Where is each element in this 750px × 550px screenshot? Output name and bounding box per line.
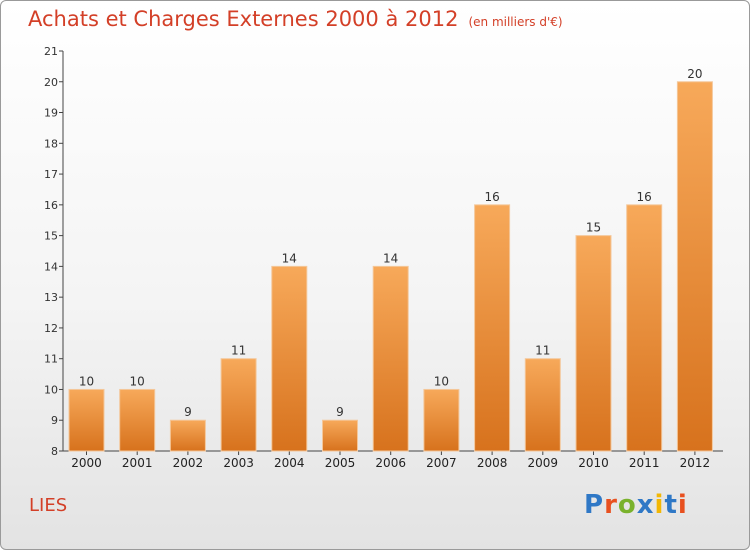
y-tick-label: 14: [44, 260, 58, 273]
bar-2007: [423, 388, 460, 452]
x-tick-label-2011: 2011: [629, 456, 660, 470]
x-tick-label-2001: 2001: [122, 456, 153, 470]
chart-title: Achats et Charges Externes 2000 à 2012 (e…: [28, 7, 563, 31]
data-label-2012: 20: [687, 67, 702, 81]
y-tick-label: 16: [44, 199, 58, 212]
x-tick-label-2008: 2008: [477, 456, 508, 470]
logo-letter: t: [664, 490, 678, 520]
y-tick-label: 12: [44, 322, 58, 335]
data-label-2009: 11: [535, 344, 550, 358]
y-tick-label: 20: [44, 76, 58, 89]
x-tick-label-2005: 2005: [325, 456, 356, 470]
data-label-2003: 11: [231, 344, 246, 358]
data-label-2002: 9: [184, 405, 192, 419]
data-label-2010: 15: [586, 221, 601, 235]
chart-title-text: Achats et Charges Externes 2000 à 2012: [28, 7, 459, 31]
y-tick-label: 8: [51, 445, 58, 458]
y-tick-label: 13: [44, 291, 58, 304]
data-label-2005: 9: [336, 405, 344, 419]
bar-2002: [169, 419, 206, 452]
bar-2011: [626, 204, 663, 452]
bar-2010: [575, 235, 612, 452]
data-label-2000: 10: [79, 374, 94, 388]
y-tick-label: 17: [44, 168, 58, 181]
bar-2005: [322, 419, 358, 452]
data-label-2006: 14: [383, 251, 398, 265]
logo-letter: i: [677, 490, 688, 520]
commune-name: LIES: [29, 495, 68, 516]
bar-2008: [474, 204, 511, 452]
x-tick-label-2010: 2010: [578, 456, 609, 470]
logo-letter: r: [604, 490, 618, 520]
proxiti-logo: Proxiti: [584, 490, 688, 520]
x-tick-label-2004: 2004: [274, 456, 305, 470]
logo-letter: i: [654, 490, 665, 520]
logo-letter: x: [636, 490, 655, 520]
logo-letter: o: [617, 490, 637, 520]
bars-group: [68, 81, 713, 452]
y-tick-label: 9: [51, 414, 58, 427]
bar-2003: [220, 358, 257, 452]
y-tick-label: 21: [44, 45, 58, 58]
data-label-2007: 10: [434, 374, 449, 388]
y-tick-label: 18: [44, 137, 58, 150]
bar-2012: [676, 81, 713, 452]
bar-2009: [524, 358, 561, 452]
axes: 8 9 10 11 12 13 14 15 16 17 18 19 20 21 2000 2001 2002 20…: [44, 45, 723, 470]
data-label-2001: 10: [130, 374, 145, 388]
bar-2004: [271, 265, 308, 452]
y-tick-label: 15: [44, 230, 58, 243]
data-label-2004: 14: [282, 251, 297, 265]
y-tick-label: 11: [44, 353, 58, 366]
x-tick-label-2006: 2006: [375, 456, 406, 470]
bar-2001: [119, 388, 156, 452]
x-tick-label-2003: 2003: [223, 456, 254, 470]
x-tick-label-2000: 2000: [71, 456, 102, 470]
bar-2000: [68, 388, 105, 452]
x-tick-label-2007: 2007: [426, 456, 457, 470]
x-tick-label-2009: 2009: [528, 456, 559, 470]
data-label-2008: 16: [484, 190, 499, 204]
data-labels-group: 10 10 9 11 14 9 14 10 16 11 15 16 20: [79, 67, 703, 419]
x-tick-label-2002: 2002: [173, 456, 204, 470]
x-tick-label-2012: 2012: [680, 456, 711, 470]
bar-2006: [372, 265, 409, 452]
chart-unit: (en milliers d'€): [468, 15, 563, 29]
y-tick-label: 19: [44, 107, 58, 120]
logo-letter: P: [584, 490, 605, 520]
data-label-2011: 16: [637, 190, 652, 204]
y-tick-label: 10: [44, 383, 58, 396]
